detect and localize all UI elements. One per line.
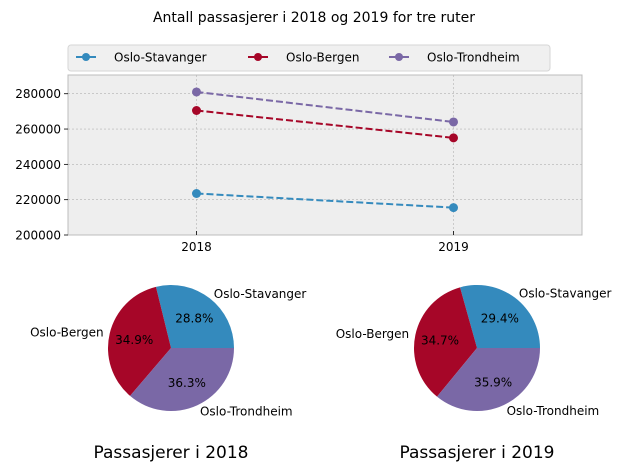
data-point [192,87,201,97]
pie-slice-oslo-trondheim [130,348,234,411]
data-point [449,117,458,127]
pie-title-2018: Passasjerer i 2018 [94,443,249,463]
legend-label: Oslo-Trondheim [427,51,520,65]
x-tick-label: 2018 [181,240,212,254]
pie-percent-label: 34.9% [115,333,153,347]
y-tick-label: 240000 [15,158,61,172]
legend-item: Oslo-Trondheim [389,51,520,65]
data-point [449,203,458,213]
pie-slice-oslo-bergen [107,286,171,396]
legend-marker-icon [82,53,90,61]
legend-item: Oslo-Bergen [248,51,359,65]
pie-category-label: Oslo-Trondheim [507,404,600,418]
y-tick-label: 200000 [15,229,61,243]
legend-marker-icon [395,53,403,61]
pie-percent-label: 36.3% [168,376,206,390]
legend-frame [67,44,551,72]
pie-slice-oslo-stavanger [155,284,235,348]
y-tick-label: 280000 [15,87,61,101]
legend-label: Oslo-Stavanger [114,51,207,65]
pie-title-2019: Passasjerer i 2019 [400,443,555,463]
pie-category-label: Oslo-Bergen [336,327,409,341]
pie-slice-oslo-stavanger [460,285,540,348]
series-line [196,192,454,209]
pie-category-label: Oslo-Stavanger [519,286,612,300]
data-point [449,133,458,143]
pie-percent-label: 29.4% [481,311,519,325]
plot-area [67,74,583,236]
legend-marker-icon [254,53,262,61]
figure-title: Antall passasjerer i 2018 og 2019 for tr… [153,10,475,26]
pie-slice-oslo-bergen [413,287,477,397]
series-line [196,90,454,123]
series-oslo-stavanger [192,188,458,213]
y-tick-label: 220000 [15,193,61,207]
pie-chart-2019: 29.4%Oslo-Stavanger 34.7% Oslo-Bergen 35.9%… [336,285,612,418]
series-line [196,109,454,139]
pie-category-label: Oslo-Trondheim [200,404,293,418]
pie-percent-label: 35.9% [474,376,512,390]
y-tick-label: 260000 [15,123,61,137]
legend-label: Oslo-Bergen [286,51,359,65]
pie-slice-oslo-trondheim [437,348,540,412]
pie-category-label: Oslo-Bergen [30,325,103,339]
legend-item: Oslo-Stavanger [76,51,207,65]
x-tick-label: 2019 [438,240,469,254]
pie-percent-label: 28.8% [175,312,213,326]
line-chart: 200000 220000 240000 260000 280000 2018 2019 [15,74,583,254]
data-point [192,188,201,198]
data-point [192,105,201,115]
series-oslo-bergen [192,105,458,143]
legend: Oslo-Stavanger Oslo-Bergen Oslo-Trondheim [67,44,551,72]
series-oslo-trondheim [192,87,458,127]
pie-percent-label: 34.7% [421,334,459,348]
pie-category-label: Oslo-Stavanger [214,287,307,301]
pie-chart-2018: 28.8%Oslo-Stavanger 34.9% Oslo-Bergen 36.3%… [30,284,307,418]
